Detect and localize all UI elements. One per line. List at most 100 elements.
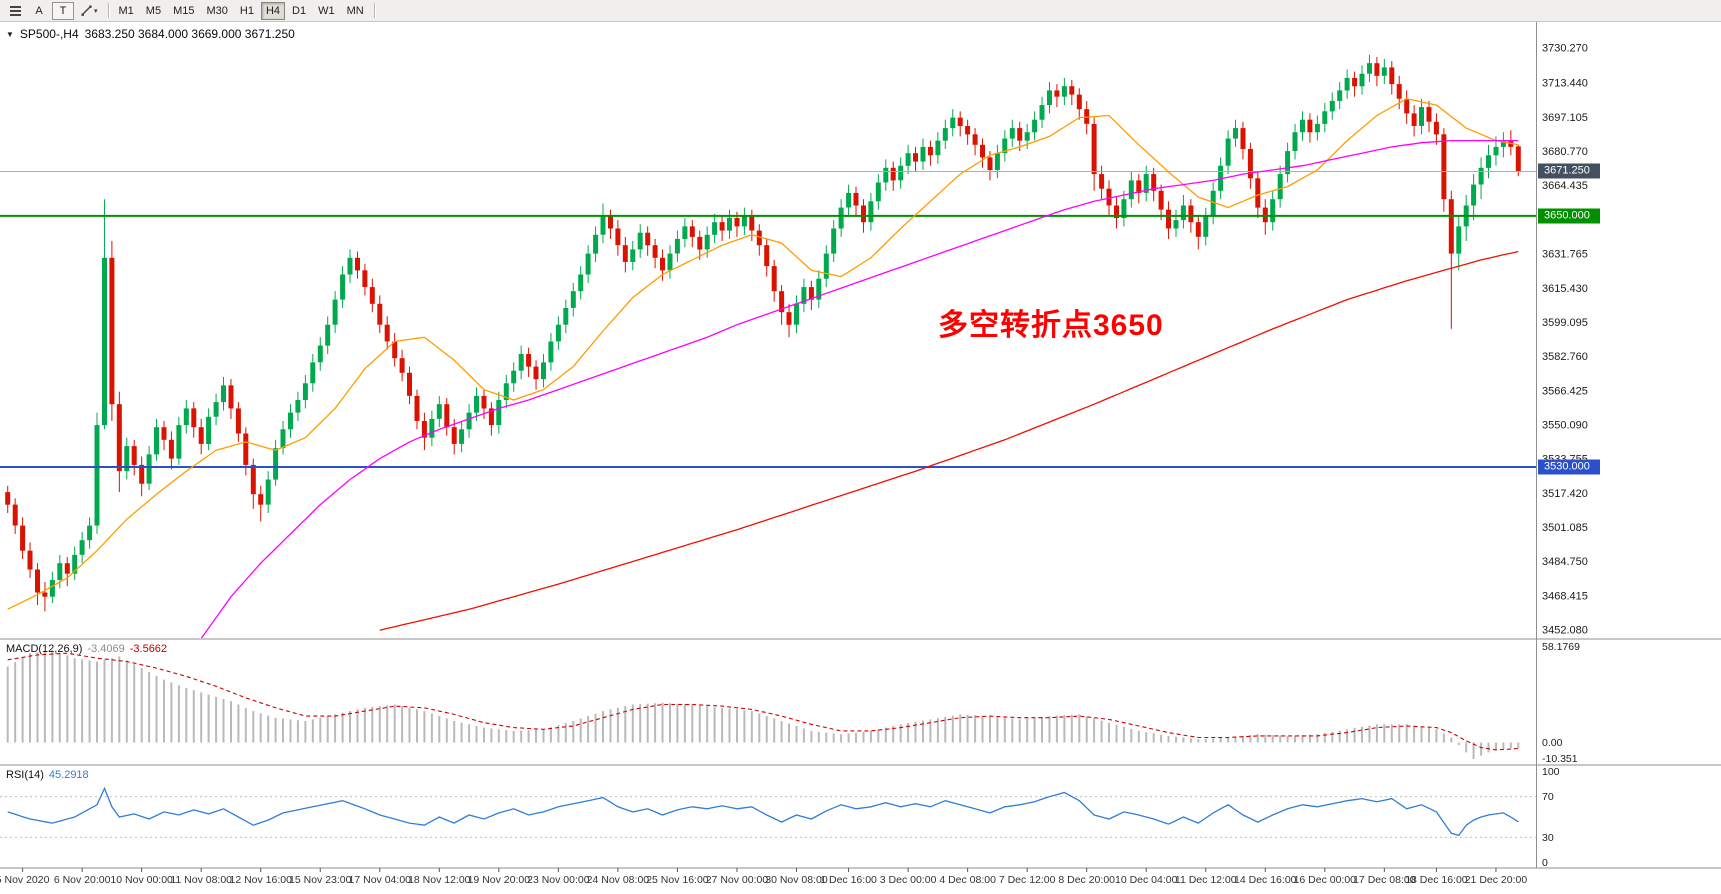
- timeframe-button-d1[interactable]: D1: [287, 2, 311, 20]
- svg-text:30 Nov 08:00: 30 Nov 08:00: [765, 874, 828, 886]
- toolbar-separator: [107, 3, 109, 18]
- chart-title: ▼ SP500-,H4 3683.250 3684.000 3669.000 3…: [6, 27, 295, 41]
- svg-text:3599.095: 3599.095: [1542, 317, 1588, 329]
- timeframe-button-m15[interactable]: M15: [168, 2, 199, 20]
- timeframe-button-mn[interactable]: MN: [342, 2, 369, 20]
- svg-text:3680.770: 3680.770: [1542, 146, 1588, 158]
- rsi-indicator-label: RSI(14) 45.2918: [6, 769, 89, 781]
- timeframe-button-m1[interactable]: M1: [114, 2, 139, 20]
- svg-text:8 Dec 20:00: 8 Dec 20:00: [1058, 874, 1115, 886]
- ma-fast-orange: [7, 98, 1519, 610]
- charts-menu-button[interactable]: [4, 2, 26, 20]
- svg-text:-10.351: -10.351: [1542, 753, 1578, 765]
- macd-name: MACD(12,26,9): [6, 643, 83, 655]
- svg-text:3730.270: 3730.270: [1542, 43, 1588, 55]
- svg-text:24 Nov 08:00: 24 Nov 08:00: [587, 874, 650, 886]
- svg-text:70: 70: [1542, 791, 1554, 803]
- timeframe-button-h1[interactable]: H1: [235, 2, 259, 20]
- svg-text:3501.085: 3501.085: [1542, 522, 1588, 534]
- svg-text:0.00: 0.00: [1542, 737, 1563, 749]
- timeframe-button-h4[interactable]: H4: [260, 1, 286, 20]
- chart-annotation[interactable]: 多空转折点3650: [938, 309, 1164, 342]
- svg-text:3452.080: 3452.080: [1542, 625, 1588, 637]
- svg-text:4 Dec 08:00: 4 Dec 08:00: [939, 874, 996, 886]
- svg-text:17 Nov 04:00: 17 Nov 04:00: [349, 874, 412, 886]
- timeframe-button-w1[interactable]: W1: [313, 2, 340, 20]
- cursor-tool-button[interactable]: A: [28, 2, 50, 20]
- crosshair-icon: [81, 5, 92, 16]
- chart-collapse-icon[interactable]: ▼: [6, 29, 14, 39]
- rsi-layer: [0, 786, 1536, 838]
- svg-text:3615.430: 3615.430: [1542, 283, 1588, 295]
- svg-text:11 Nov 08:00: 11 Nov 08:00: [170, 874, 232, 886]
- svg-text:58.1769: 58.1769: [1542, 641, 1580, 653]
- svg-text:25 Nov 16:00: 25 Nov 16:00: [646, 874, 709, 886]
- svg-text:30: 30: [1542, 832, 1554, 844]
- svg-text:18 Nov 12:00: 18 Nov 12:00: [408, 874, 471, 886]
- svg-text:17 Dec 08:00: 17 Dec 08:00: [1353, 874, 1416, 886]
- dropdown-caret-icon: ▾: [94, 7, 98, 15]
- svg-text:5 Nov 2020: 5 Nov 2020: [0, 874, 50, 886]
- toolbar-separator: [373, 3, 375, 18]
- svg-text:3566.425: 3566.425: [1542, 385, 1588, 397]
- timeframe-button-m30[interactable]: M30: [201, 2, 232, 20]
- svg-text:3468.415: 3468.415: [1542, 590, 1588, 602]
- timeframe-button-m5[interactable]: M5: [141, 2, 166, 20]
- svg-text:14 Dec 16:00: 14 Dec 16:00: [1234, 874, 1297, 886]
- svg-text:11 Dec 12:00: 11 Dec 12:00: [1175, 874, 1237, 886]
- crosshair-tool-button[interactable]: ▾: [76, 2, 103, 20]
- svg-text:27 Nov 00:00: 27 Nov 00:00: [706, 874, 769, 886]
- svg-text:23 Nov 00:00: 23 Nov 00:00: [527, 874, 590, 886]
- svg-text:3664.435: 3664.435: [1542, 180, 1588, 192]
- ma-slow-red: [379, 250, 1519, 631]
- svg-text:15 Nov 23:00: 15 Nov 23:00: [289, 874, 352, 886]
- rsi-panel-area[interactable]: [0, 766, 1536, 868]
- macd-panel-area[interactable]: [0, 640, 1536, 764]
- text-tool-button[interactable]: T: [52, 1, 74, 20]
- svg-text:3697.105: 3697.105: [1542, 112, 1588, 124]
- svg-text:10 Nov 00:00: 10 Nov 00:00: [110, 874, 173, 886]
- ohlc-readout: 3683.250 3684.000 3669.000 3671.250: [84, 27, 295, 41]
- svg-text:19 Nov 20:00: 19 Nov 20:00: [468, 874, 531, 886]
- macd-signal-line: [7, 652, 1519, 751]
- toolbar: A T ▾ M1 M5 M15 M30 H1 H4 D1 W1 MN: [0, 0, 1721, 22]
- svg-text:3517.420: 3517.420: [1542, 488, 1588, 500]
- svg-text:12 Nov 16:00: 12 Nov 16:00: [229, 874, 292, 886]
- svg-text:3631.765: 3631.765: [1542, 249, 1588, 261]
- svg-text:0: 0: [1542, 857, 1548, 869]
- macd-value-main: -3.4069: [87, 643, 125, 655]
- svg-text:3484.750: 3484.750: [1542, 556, 1588, 568]
- symbol-period-label: SP500-,H4: [19, 27, 79, 41]
- charts-menu-icon: [9, 5, 21, 8]
- ma-mid-magenta: [200, 139, 1519, 638]
- price-scale[interactable]: [1536, 22, 1721, 868]
- svg-text:16 Dec 00:00: 16 Dec 00:00: [1294, 874, 1357, 886]
- main-chart-layer: [0, 54, 1536, 638]
- chart-plot-area[interactable]: [0, 22, 1536, 638]
- svg-text:7 Dec 12:00: 7 Dec 12:00: [999, 874, 1056, 886]
- price-scale-ticks: 3730.270 3713.440 3697.105 3680.770 3664.435…: [1542, 43, 1588, 870]
- svg-text:3 Dec 00:00: 3 Dec 00:00: [880, 874, 937, 886]
- time-axis[interactable]: [0, 868, 1721, 894]
- svg-text:3582.760: 3582.760: [1542, 351, 1588, 363]
- macd-value-signal: -3.5662: [129, 643, 168, 655]
- rsi-name: RSI(14): [6, 769, 44, 781]
- svg-text:3713.440: 3713.440: [1542, 78, 1588, 90]
- svg-text:10 Dec 04:00: 10 Dec 04:00: [1115, 874, 1178, 886]
- svg-text:1 Dec 16:00: 1 Dec 16:00: [820, 874, 877, 886]
- rsi-value: 45.2918: [48, 769, 89, 781]
- svg-text:21 Dec 20:00: 21 Dec 20:00: [1465, 874, 1528, 886]
- price-badge-3650.000: 3650.000: [1538, 208, 1600, 224]
- macd-indicator-label: MACD(12,26,9) -3.4069 -3.5662: [6, 643, 167, 655]
- timeframe-group: M1 M5 M15 M30 H1 H4 D1 W1 MN: [113, 1, 370, 20]
- macd-layer: [6, 649, 1520, 759]
- svg-text:18 Dec 16:00: 18 Dec 16:00: [1405, 874, 1468, 886]
- svg-text:3550.090: 3550.090: [1542, 419, 1588, 431]
- svg-text:6 Nov 20:00: 6 Nov 20:00: [54, 874, 111, 886]
- price-badge-3671.250: 3671.250: [1538, 163, 1600, 179]
- price-badge-3530.000: 3530.000: [1538, 459, 1600, 475]
- svg-text:100: 100: [1542, 766, 1560, 778]
